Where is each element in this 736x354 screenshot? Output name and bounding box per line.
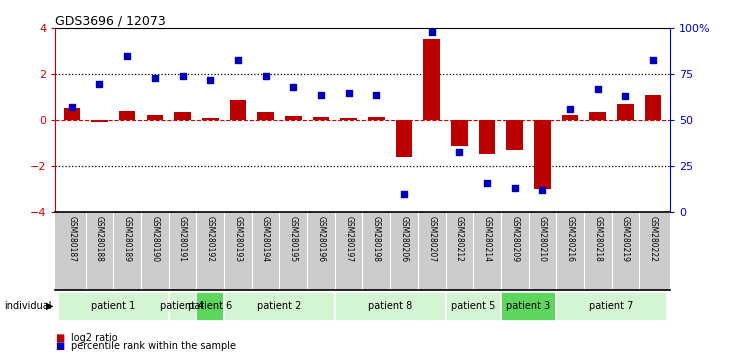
Text: GSM280212: GSM280212 [455, 216, 464, 262]
Text: GSM280188: GSM280188 [95, 216, 104, 262]
Bar [313, 117, 329, 120]
Text: GSM280218: GSM280218 [593, 216, 602, 262]
Bar [340, 118, 357, 120]
Bar [169, 292, 197, 321]
Text: GSM280198: GSM280198 [372, 216, 381, 262]
Text: GDS3696 / 12073: GDS3696 / 12073 [55, 14, 166, 27]
Bar [63, 108, 80, 120]
Point [232, 57, 244, 62]
Text: log2 ratio: log2 ratio [71, 333, 118, 343]
Text: percentile rank within the sample: percentile rank within the sample [71, 341, 236, 351]
Bar [146, 115, 163, 120]
Point [149, 75, 160, 81]
Bar [91, 120, 107, 121]
Bar [645, 95, 662, 120]
Bar [230, 100, 247, 120]
Text: GSM280191: GSM280191 [178, 216, 187, 262]
Bar [58, 292, 169, 321]
Text: GSM280214: GSM280214 [483, 216, 492, 262]
Bar [445, 292, 501, 321]
Text: GSM280189: GSM280189 [123, 216, 132, 262]
Text: patient 7: patient 7 [590, 301, 634, 310]
Point [647, 57, 659, 62]
Bar [368, 117, 385, 120]
Point [370, 92, 382, 97]
Point [509, 185, 520, 191]
Text: patient 5: patient 5 [451, 301, 495, 310]
Bar [174, 112, 191, 120]
Bar [258, 112, 274, 120]
Bar [451, 120, 467, 146]
Point [398, 191, 410, 197]
Point [315, 92, 327, 97]
Point [287, 84, 299, 90]
Text: individual: individual [4, 301, 52, 311]
Bar [335, 292, 445, 321]
Text: GSM280194: GSM280194 [261, 216, 270, 262]
Bar [423, 39, 440, 120]
Point [177, 73, 188, 79]
Text: GSM280209: GSM280209 [510, 216, 519, 262]
Text: ■: ■ [55, 333, 65, 343]
Text: GSM280222: GSM280222 [648, 216, 658, 262]
Bar [590, 112, 606, 120]
Point [66, 105, 78, 110]
Bar [506, 120, 523, 150]
Point [93, 81, 105, 86]
Bar [534, 120, 551, 189]
Point [481, 180, 493, 186]
Bar [119, 111, 135, 120]
Text: patient 1: patient 1 [91, 301, 135, 310]
Text: ■: ■ [55, 341, 65, 351]
Text: GSM280196: GSM280196 [316, 216, 325, 262]
Bar [197, 292, 224, 321]
Text: GSM280193: GSM280193 [233, 216, 242, 262]
Text: GSM280207: GSM280207 [427, 216, 436, 262]
Point [565, 107, 576, 112]
Point [260, 73, 272, 79]
Bar [562, 115, 578, 120]
Point [343, 90, 355, 96]
Text: patient 2: patient 2 [258, 301, 302, 310]
Text: GSM280197: GSM280197 [344, 216, 353, 262]
Bar [396, 120, 412, 157]
Point [426, 29, 438, 35]
Text: ▶: ▶ [46, 301, 53, 311]
Point [592, 86, 604, 92]
Bar [618, 104, 634, 120]
Bar [556, 292, 667, 321]
Text: patient 8: patient 8 [368, 301, 412, 310]
Text: patient 6: patient 6 [188, 301, 233, 310]
Bar [501, 292, 556, 321]
Text: GSM280210: GSM280210 [538, 216, 547, 262]
Text: GSM280190: GSM280190 [150, 216, 160, 262]
Point [620, 93, 631, 99]
Text: GSM280187: GSM280187 [67, 216, 77, 262]
Text: patient 4: patient 4 [160, 301, 205, 310]
Text: GSM280195: GSM280195 [289, 216, 298, 262]
Bar [478, 120, 495, 154]
Text: GSM280192: GSM280192 [206, 216, 215, 262]
Bar [285, 116, 302, 120]
Bar [224, 292, 335, 321]
Point [121, 53, 133, 59]
Text: patient 3: patient 3 [506, 301, 551, 310]
Point [537, 188, 548, 193]
Text: GSM280206: GSM280206 [400, 216, 408, 262]
Text: GSM280219: GSM280219 [621, 216, 630, 262]
Bar [202, 118, 219, 120]
Text: GSM280216: GSM280216 [565, 216, 575, 262]
Point [205, 77, 216, 83]
Point [453, 149, 465, 154]
